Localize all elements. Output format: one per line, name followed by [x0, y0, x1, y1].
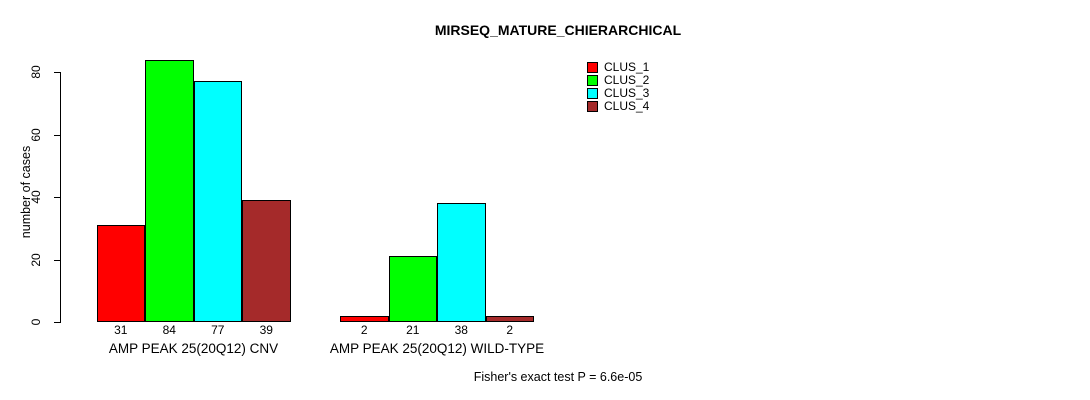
- y-axis-tick: [54, 259, 60, 261]
- legend-item-clus_4: CLUS_4: [587, 99, 650, 113]
- legend-item-clus_1: CLUS_1: [587, 60, 650, 74]
- bar-clus_3: [193, 81, 242, 322]
- y-axis-tick: [54, 322, 60, 323]
- bar-value-label: 39: [259, 323, 273, 337]
- y-axis-tick: [54, 72, 60, 73]
- group-label: AMP PEAK 25(20Q12) CNV: [108, 341, 279, 356]
- bar-value-label: 21: [406, 323, 420, 337]
- bar-value-label: 84: [162, 323, 176, 337]
- legend-label: CLUS_4: [604, 99, 650, 113]
- legend-swatch-clus_1: [587, 62, 598, 73]
- y-tick-label: 80: [29, 65, 43, 79]
- y-tick-label: 0: [29, 318, 43, 326]
- bar-value-label: 38: [454, 323, 468, 337]
- bar-clus_3: [437, 203, 486, 322]
- legend-label: CLUS_3: [604, 86, 650, 100]
- legend-item-clus_3: CLUS_3: [587, 86, 650, 100]
- legend-swatch-clus_3: [587, 88, 598, 99]
- y-tick-label: 60: [29, 127, 43, 142]
- legend-item-clus_2: CLUS_2: [587, 73, 650, 87]
- y-axis-tick: [54, 197, 60, 198]
- bar-clus_2: [145, 59, 194, 322]
- legend-swatch-clus_2: [587, 75, 598, 86]
- group-label: AMP PEAK 25(20Q12) WILD-TYPE: [329, 341, 545, 356]
- bar-value-label: 2: [360, 323, 368, 337]
- y-tick-label: 20: [29, 252, 43, 267]
- bar-clus_4: [485, 315, 534, 322]
- bar-value-label: 2: [506, 323, 514, 337]
- bar-clus_4: [242, 200, 291, 322]
- bar-value-label: 31: [114, 323, 128, 337]
- legend: CLUS_1 CLUS_2 CLUS_3 CLUS_4: [587, 60, 650, 114]
- bar-clus_2: [388, 256, 437, 322]
- legend-label: CLUS_2: [604, 73, 650, 87]
- statistical-test-annotation: Fisher's exact test P = 6.6e-05: [473, 370, 643, 384]
- y-axis-tick: [54, 134, 60, 136]
- bar-clus_1: [340, 315, 389, 322]
- y-axis-line: [60, 72, 61, 323]
- bar-value-label: 77: [211, 323, 225, 337]
- legend-label: CLUS_1: [604, 60, 650, 74]
- legend-swatch-clus_4: [587, 101, 598, 112]
- bar-clus_1: [96, 225, 145, 322]
- chart-title: MIRSEQ_MATURE_CHIERARCHICAL: [434, 22, 682, 38]
- y-tick-label: 40: [29, 190, 43, 204]
